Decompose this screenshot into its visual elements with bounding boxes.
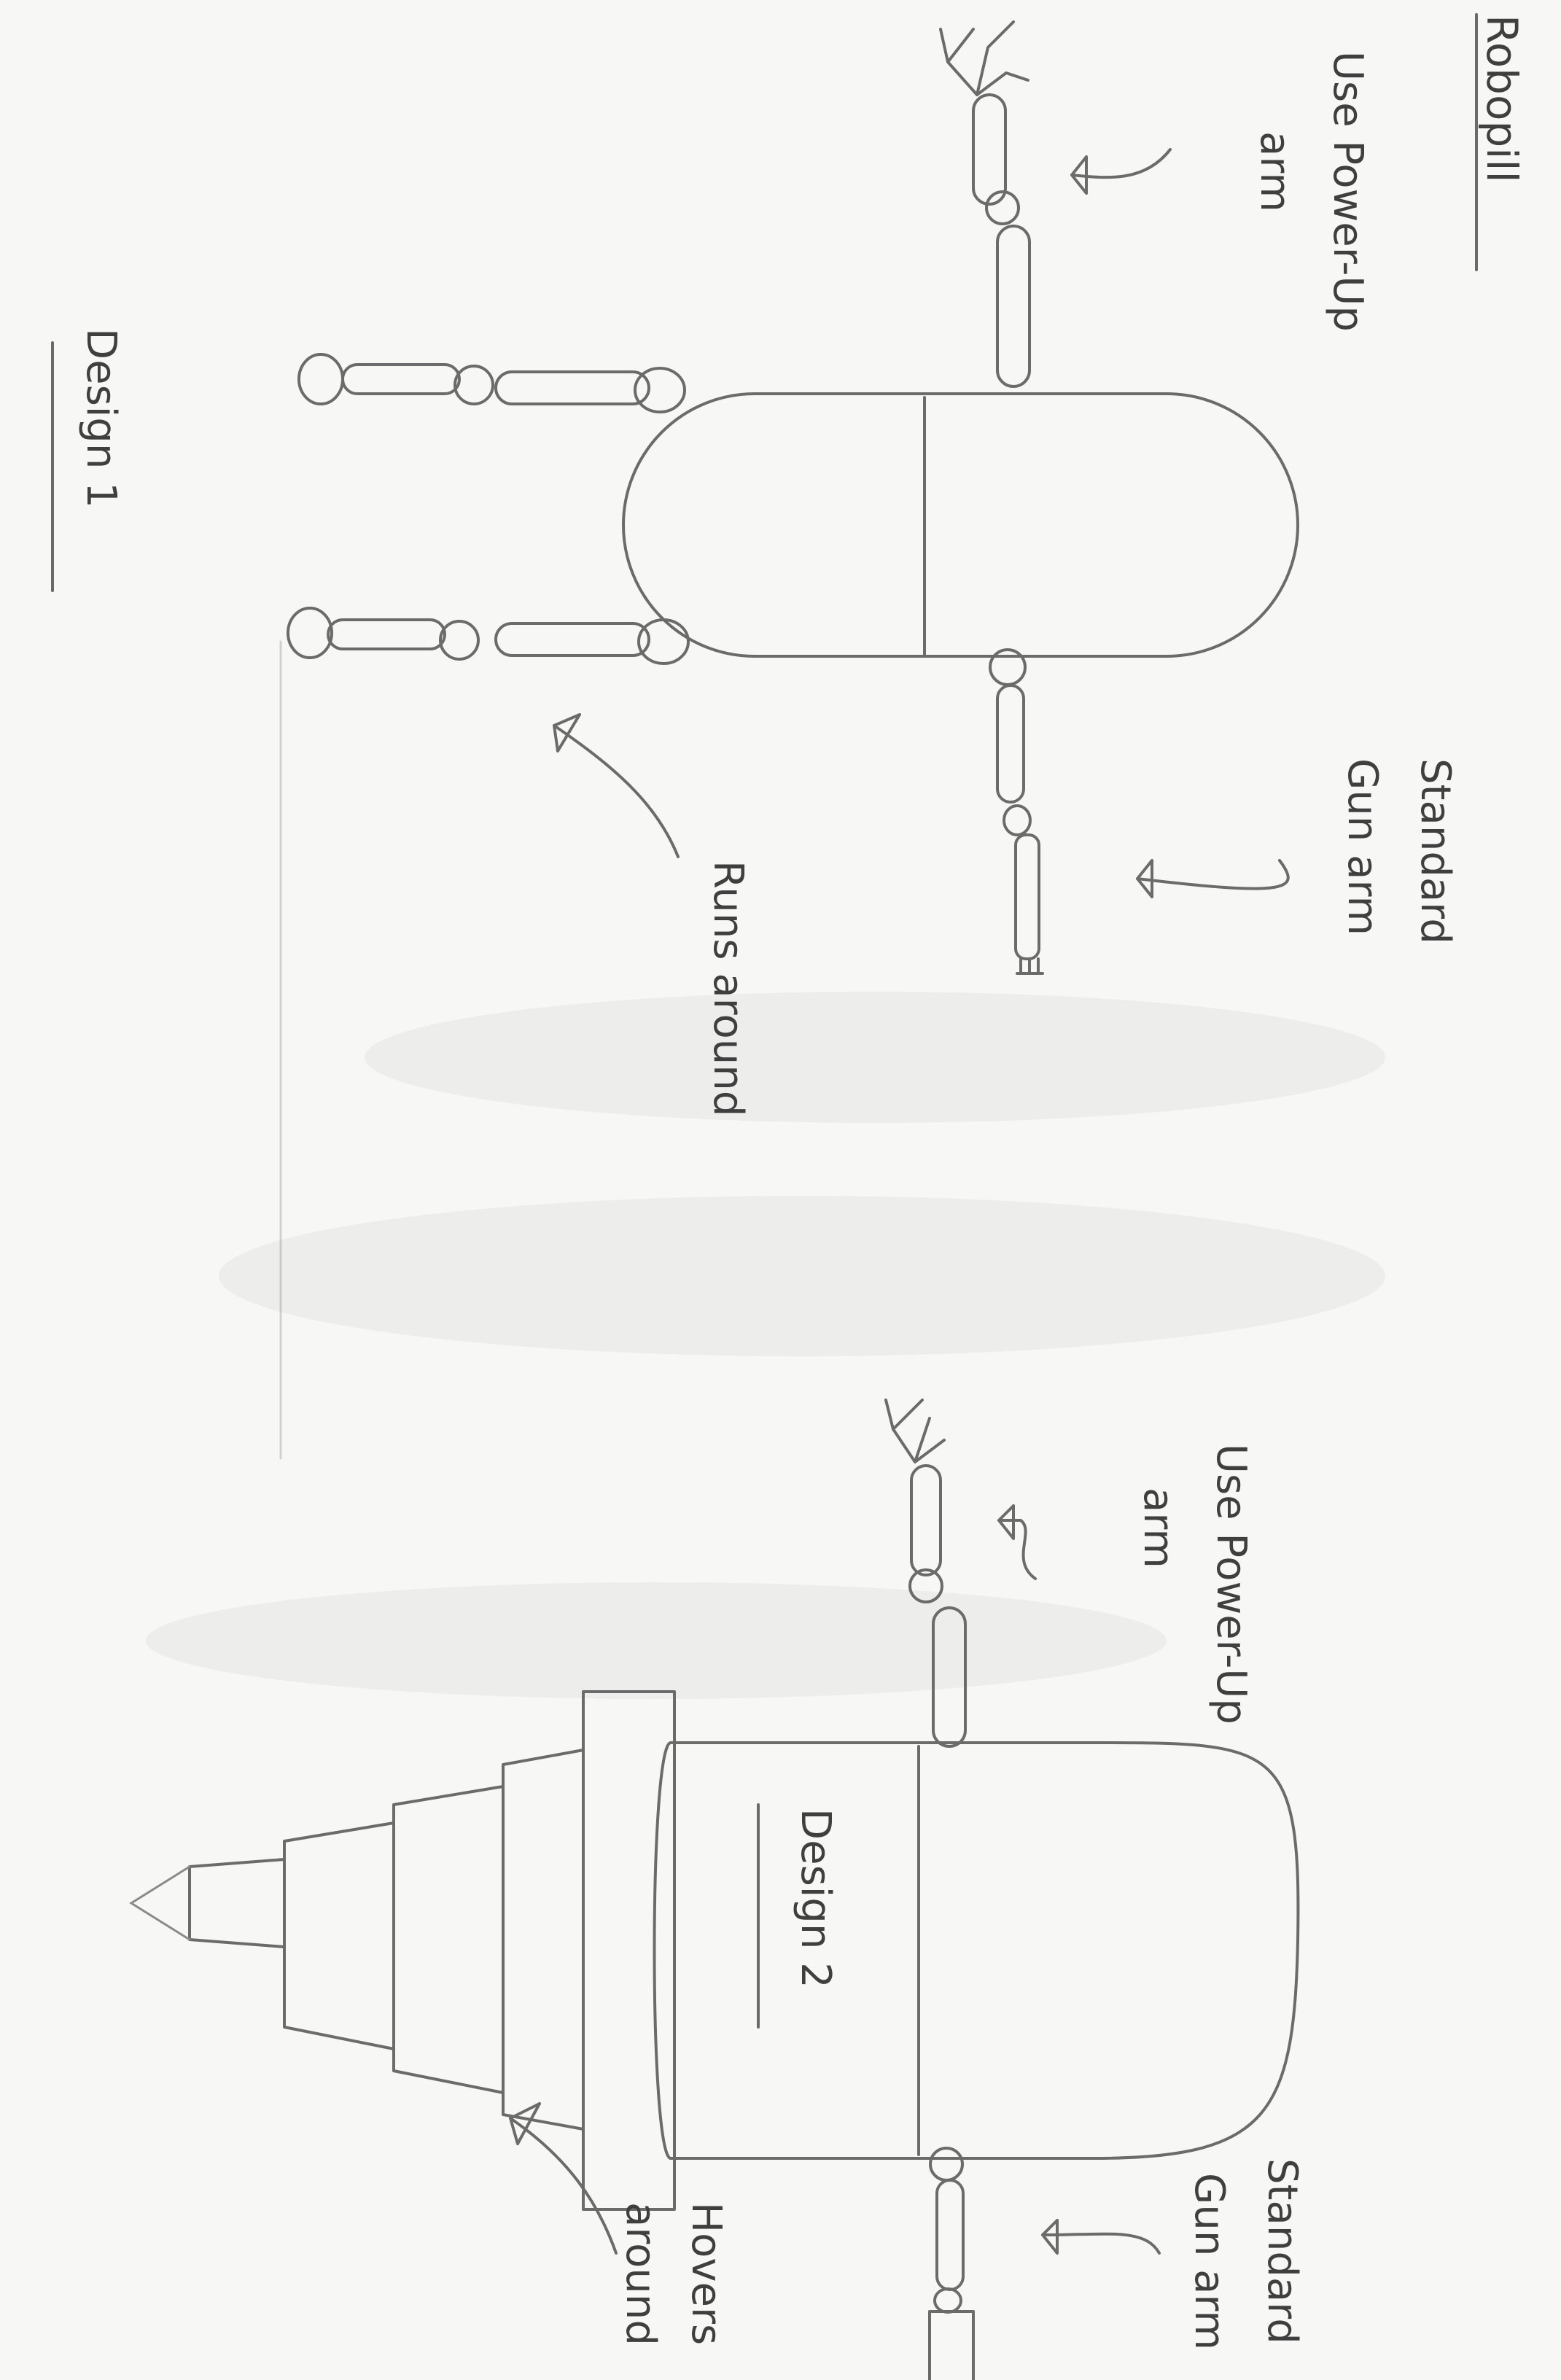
pill-body: [622, 392, 1299, 658]
title-block: Robopill: [1475, 13, 1527, 271]
pill-body-2: [653, 1741, 1300, 2160]
design-2: Use Power-Up arm Standard Gun arm Hovers…: [129, 1399, 1306, 2380]
gun-arm-label-1a: Standard: [1412, 758, 1459, 944]
lower-leg: [287, 607, 690, 665]
power-up-arm-label-2b: arm: [1134, 1488, 1182, 1568]
power-up-arm-label-2a: Use Power-Up: [1207, 1444, 1255, 1724]
gun-arm: [989, 648, 1044, 975]
arrow-hovers-2: [509, 2102, 618, 2255]
hover-block: [582, 1690, 676, 2211]
power-up-arm-label-1a: Use Power-Up: [1324, 51, 1371, 332]
thruster-steps: [188, 1749, 585, 2131]
design-1-caption: Design 1: [77, 328, 125, 508]
arrow-power-up-1: [1070, 148, 1172, 195]
gun-arm-2: [928, 2147, 975, 2380]
hovers-label-a: Hovers: [682, 2202, 730, 2345]
gun-arm-label-2b: Gun arm: [1186, 2173, 1233, 2350]
arrow-gun-1: [1136, 859, 1290, 898]
power-up-arm-2: [884, 1399, 967, 1748]
arrow-power-up-2: [997, 1504, 1037, 1580]
runs-around-label: Runs around: [704, 860, 752, 1116]
design-2-caption: Design 2: [792, 1808, 839, 1988]
power-up-arm-label-1b: arm: [1251, 131, 1299, 212]
design-1: Use Power-Up arm Standard Gun arm Runs a…: [51, 20, 1459, 1116]
power-up-arm: [939, 20, 1031, 388]
paper-texture: [146, 640, 1385, 1699]
gun-arm-label-2a: Standard: [1258, 2158, 1306, 2344]
sheet-title: Robopill: [1477, 15, 1527, 183]
arrow-gun-2: [1041, 2219, 1161, 2255]
gun-arm-label-1b: Gun arm: [1339, 758, 1386, 936]
arrow-runs-1: [553, 713, 680, 858]
hovers-label-b: around: [617, 2202, 664, 2346]
thruster-tip: [129, 1865, 191, 1941]
upper-leg: [297, 353, 686, 413]
